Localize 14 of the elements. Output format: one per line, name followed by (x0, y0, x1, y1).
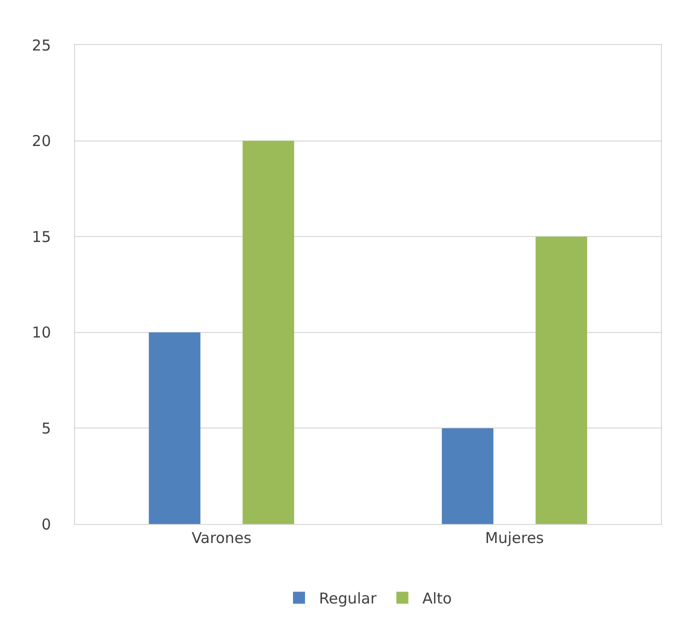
y-tick-label: 20 (32, 132, 51, 150)
bar (148, 332, 200, 524)
legend-label: Regular (319, 590, 378, 608)
bar (536, 236, 588, 524)
y-tick-label: 25 (32, 36, 51, 54)
x-tick-label: Mujeres (485, 529, 544, 547)
bar (242, 140, 294, 524)
bar (442, 428, 494, 524)
legend-label: Alto (422, 590, 452, 608)
y-tick-label: 5 (41, 419, 51, 438)
y-tick-label: 0 (41, 515, 51, 534)
y-tick-label: 10 (32, 324, 51, 342)
y-tick-label: 15 (32, 228, 51, 246)
x-tick-label: Varones (192, 529, 252, 547)
